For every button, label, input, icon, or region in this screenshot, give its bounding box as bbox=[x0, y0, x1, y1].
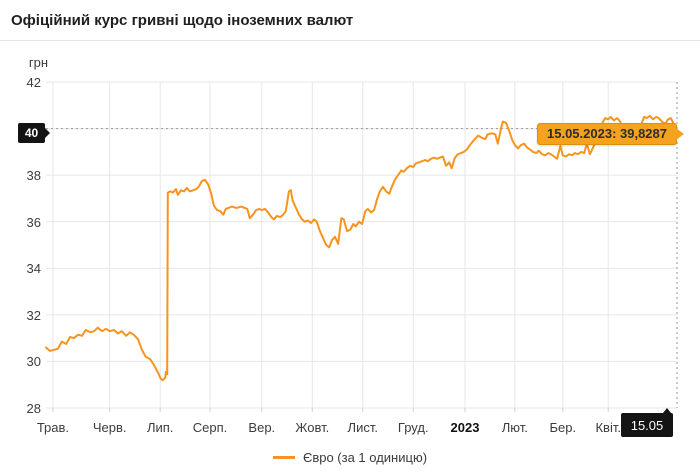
y-tick-label: 32 bbox=[26, 307, 41, 323]
legend-item-euro[interactable]: Євро (за 1 одиницю) bbox=[272, 449, 428, 465]
x-tick-label: Лип. bbox=[146, 420, 174, 435]
x-tick-label: Квіт. bbox=[595, 420, 621, 435]
x-tick-label: Трав. bbox=[36, 420, 70, 435]
y-tick-label: 34 bbox=[26, 261, 41, 277]
widget-header: Офіційний курс гривні щодо іноземних вал… bbox=[0, 0, 700, 41]
y-tick-label: 36 bbox=[26, 214, 41, 230]
y-axis-unit-label: грн bbox=[28, 55, 48, 70]
x-tick-label: Черв. bbox=[92, 420, 127, 435]
legend-label: Євро (за 1 одиницю) bbox=[302, 449, 428, 465]
x-tick-label: Серп. bbox=[192, 420, 228, 435]
x-tick-label: Лют. bbox=[501, 420, 528, 435]
y-value-marker: 40 bbox=[18, 123, 45, 143]
current-date-marker: 15.05 bbox=[621, 408, 673, 437]
value-tooltip: 15.05.2023: 39,8287 bbox=[537, 123, 677, 145]
x-tick-label: Вер. bbox=[248, 420, 276, 435]
y-tick-label: 30 bbox=[26, 354, 41, 370]
rate-line-series bbox=[45, 114, 678, 382]
y-tick-label: 38 bbox=[26, 168, 41, 184]
page-title: Офіційний курс гривні щодо іноземних вал… bbox=[11, 11, 354, 29]
chart-legend: Євро (за 1 одиницю) bbox=[0, 448, 700, 466]
y-tick-label: 42 bbox=[26, 75, 41, 90]
y-tick-label: 28 bbox=[26, 401, 41, 416]
legend-line-swatch bbox=[272, 455, 295, 459]
x-tick-label: Жовт. bbox=[295, 420, 330, 435]
x-tick-label: Бер. bbox=[549, 420, 577, 435]
x-tick-label: 2023 bbox=[450, 420, 480, 435]
x-tick-label: Груд. bbox=[397, 420, 429, 435]
x-tick-label: Лист. bbox=[347, 420, 378, 435]
